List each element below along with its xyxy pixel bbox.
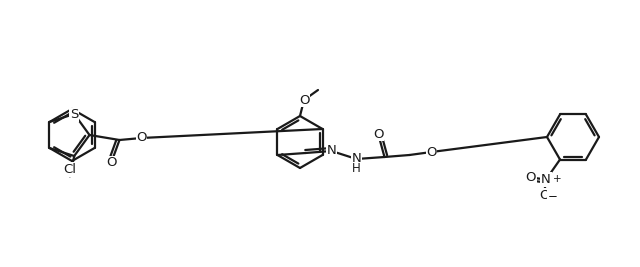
Text: −: − [548, 190, 558, 203]
Text: O: O [136, 132, 147, 144]
Text: O: O [299, 93, 309, 107]
Text: O: O [539, 189, 549, 202]
Text: Cl: Cl [63, 163, 76, 176]
Text: O: O [106, 156, 116, 170]
Text: +: + [553, 174, 561, 183]
Text: N: N [351, 151, 362, 164]
Text: O: O [373, 128, 384, 140]
Text: N: N [326, 144, 337, 158]
Text: H: H [352, 163, 361, 175]
Text: N: N [541, 173, 551, 186]
Text: O: O [525, 171, 536, 184]
Text: S: S [70, 108, 78, 121]
Text: O: O [426, 146, 436, 159]
